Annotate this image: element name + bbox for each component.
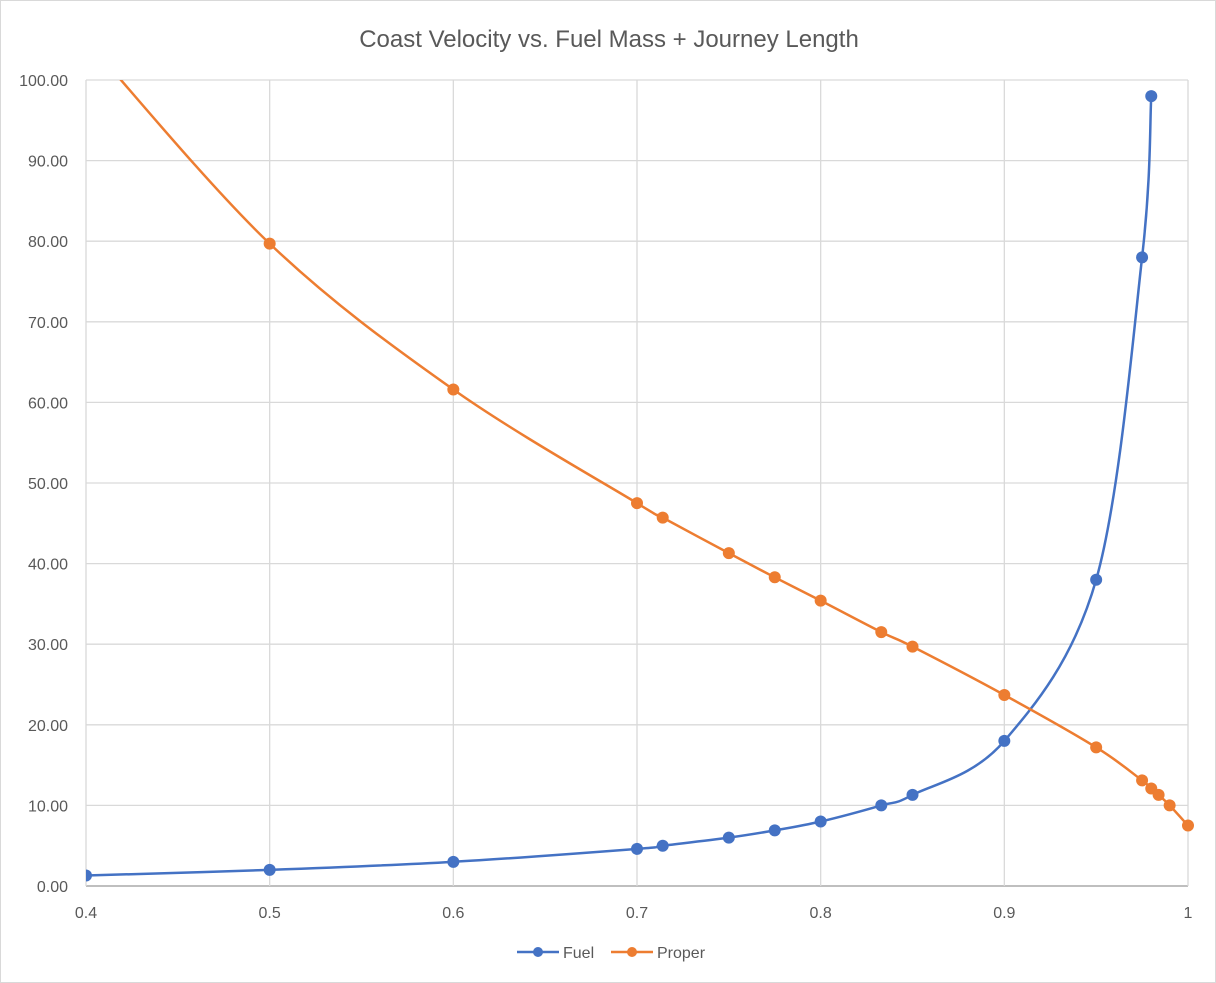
legend-marker-proper (627, 947, 637, 957)
data-point-fuel (906, 788, 919, 801)
legend-marker-fuel (533, 947, 543, 957)
x-tick-label: 0.7 (626, 905, 648, 922)
x-tick-label: 0.8 (810, 905, 832, 922)
legend-label: Proper (657, 945, 706, 962)
legend: Fuel Proper (517, 945, 706, 962)
data-point-fuel (86, 869, 92, 882)
data-point-fuel (447, 855, 460, 868)
data-point-proper (447, 383, 460, 396)
data-point-fuel (263, 863, 276, 876)
data-point-proper (998, 688, 1011, 701)
data-point-proper (906, 640, 919, 653)
data-point-fuel (875, 799, 888, 812)
y-tick-label: 100.00 (19, 73, 68, 90)
data-point-fuel (631, 842, 643, 855)
data-point-proper (1182, 819, 1194, 832)
y-tick-label: 30.00 (28, 637, 68, 654)
x-tick-label: 0.5 (259, 905, 281, 922)
data-point-fuel (814, 815, 827, 828)
legend-label: Fuel (563, 945, 594, 962)
series-layer (80, 34, 1194, 882)
x-axis-ticks: 0.4 0.5 0.6 0.7 0.8 0.9 1 (75, 905, 1193, 922)
data-point-fuel (656, 839, 669, 852)
x-tick-label: 1 (1184, 905, 1193, 922)
y-tick-label: 20.00 (28, 718, 68, 735)
y-tick-label: 70.00 (28, 315, 68, 332)
series-line-fuel (86, 96, 1153, 877)
y-tick-label: 10.00 (28, 798, 68, 815)
data-point-proper (263, 237, 276, 250)
data-point-proper (1090, 741, 1103, 754)
data-point-fuel (768, 824, 781, 837)
data-point-proper (875, 626, 888, 639)
data-point-fuel (998, 734, 1011, 747)
gridlines (85, 79, 1189, 887)
x-tick-label: 0.4 (75, 905, 97, 922)
x-tick-label: 0.9 (993, 905, 1015, 922)
x-tick-label: 0.6 (442, 905, 464, 922)
y-tick-label: 90.00 (28, 154, 68, 171)
data-point-proper (1163, 799, 1176, 812)
y-tick-label: 50.00 (28, 476, 68, 493)
data-point-proper (656, 511, 669, 524)
data-point-proper (722, 547, 735, 560)
chart-title: Coast Velocity vs. Fuel Mass + Journey L… (359, 26, 859, 53)
data-point-fuel (1145, 90, 1158, 103)
data-point-proper (631, 497, 643, 510)
data-point-proper (768, 571, 781, 584)
data-point-fuel (1090, 573, 1103, 586)
y-axis-ticks: 0.00 10.00 20.00 30.00 40.00 50.00 60.00 70.00 8… (19, 73, 68, 896)
y-tick-label: 40.00 (28, 557, 68, 574)
data-point-proper (1152, 788, 1165, 801)
y-tick-label: 60.00 (28, 395, 68, 412)
data-point-proper (814, 594, 827, 607)
y-tick-label: 0.00 (37, 879, 68, 896)
data-point-proper (1136, 774, 1149, 787)
y-tick-label: 80.00 (28, 234, 68, 251)
data-point-proper (80, 34, 92, 46)
data-point-fuel (722, 831, 735, 844)
data-point-fuel (1136, 251, 1149, 264)
